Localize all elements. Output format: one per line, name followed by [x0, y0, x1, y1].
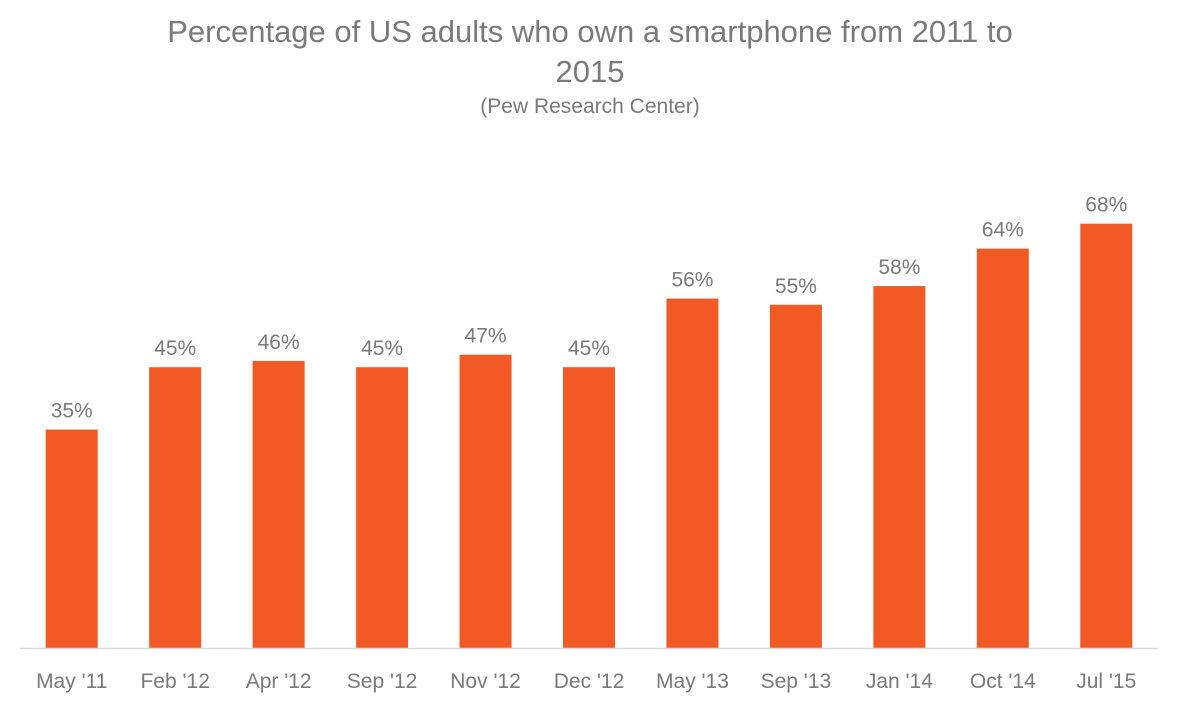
x-tick-label: Sep '13 — [761, 670, 832, 693]
data-label: 45% — [154, 337, 196, 360]
x-tick-label: Dec '12 — [554, 670, 625, 693]
bar — [976, 248, 1029, 648]
x-tick-label: Nov '12 — [450, 670, 521, 693]
bar — [769, 304, 822, 648]
bar — [459, 354, 512, 648]
data-label: 35% — [51, 400, 93, 423]
x-tick-label: Sep '12 — [347, 670, 418, 693]
x-tick-label: Feb '12 — [140, 670, 209, 693]
title-block: Percentage of US adults who own a smartp… — [0, 12, 1180, 120]
bar — [252, 360, 305, 648]
chart-title: Percentage of US adults who own a smartp… — [167, 14, 1013, 89]
bar — [563, 367, 615, 648]
bar — [1080, 223, 1133, 648]
data-label: 47% — [465, 325, 507, 348]
bar — [873, 286, 926, 648]
data-label: 46% — [258, 331, 300, 354]
data-label: 58% — [878, 256, 920, 279]
x-tick-label: May '11 — [36, 670, 107, 693]
bar — [149, 367, 202, 648]
data-label: 68% — [1085, 194, 1127, 217]
bar — [45, 429, 98, 648]
chart-subtitle: (Pew Research Center) — [480, 95, 700, 118]
x-tick-label: Apr '12 — [246, 670, 312, 693]
x-tick-labels-group: May '11 Feb '12 Apr '12 Sep '12 Nov '12 Dec '… — [36, 670, 1136, 693]
x-tick-label: May '13 — [656, 670, 729, 693]
data-labels-group: 35% 45% 46% 45% 47% 45% 56% 55% 58% 64% 68% — [51, 194, 1128, 423]
data-label: 64% — [982, 219, 1024, 242]
bar — [356, 367, 409, 648]
x-tick-label: Oct '14 — [970, 670, 1036, 693]
bar — [666, 298, 719, 648]
x-tick-label: Jul '15 — [1076, 670, 1136, 693]
data-label: 45% — [361, 337, 403, 360]
data-label: 56% — [671, 269, 713, 292]
data-label: 55% — [775, 275, 817, 298]
bars-group — [45, 223, 1133, 648]
data-label: 45% — [568, 337, 610, 360]
x-tick-label: Jan '14 — [866, 670, 933, 693]
